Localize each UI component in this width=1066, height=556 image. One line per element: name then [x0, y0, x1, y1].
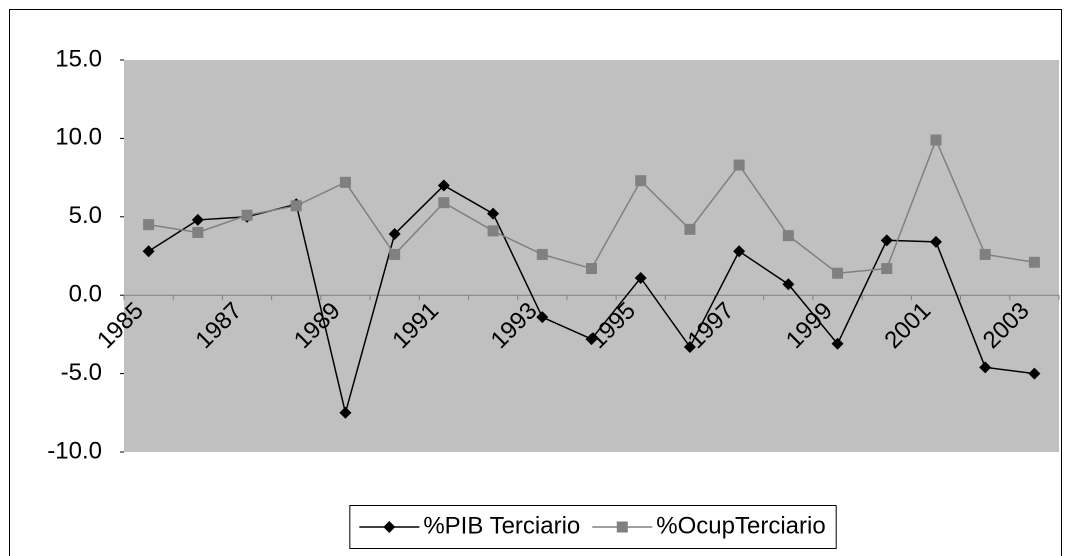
square-marker — [438, 197, 450, 209]
y-tick-label: -10.0 — [47, 437, 102, 464]
y-tick-label: -5.0 — [61, 359, 102, 386]
y-tick-label: 15.0 — [55, 45, 102, 72]
square-marker — [487, 225, 499, 237]
legend: %PIB Terciario %OcupTerciario — [349, 505, 837, 549]
square-marker — [930, 134, 942, 146]
square-marker — [616, 521, 628, 533]
diamond-marker — [191, 213, 204, 226]
y-tick-label: 0.0 — [69, 281, 102, 308]
square-marker — [1028, 256, 1040, 268]
square-marker — [881, 263, 893, 275]
square-marker — [241, 209, 253, 221]
diamond-marker — [831, 337, 844, 350]
square-marker — [979, 248, 991, 260]
square-marker — [192, 226, 204, 238]
plot-area — [124, 60, 1059, 452]
diamond-marker — [383, 521, 396, 533]
square-marker — [684, 223, 696, 235]
diamond-marker — [585, 333, 598, 346]
diamond-marker — [929, 235, 942, 248]
square-marker — [339, 176, 351, 188]
diamond-marker — [437, 179, 450, 192]
y-tick-label: 5.0 — [69, 202, 102, 229]
diamond-marker — [388, 228, 401, 241]
square-marker — [832, 267, 844, 279]
diamond-marker — [979, 361, 992, 374]
diamond-marker — [634, 271, 647, 284]
square-marker — [782, 230, 794, 242]
square-marker — [635, 175, 647, 187]
diamond-marker — [339, 406, 352, 419]
legend-label: %OcupTerciario — [656, 512, 825, 539]
y-tick-label: 10.0 — [55, 124, 102, 151]
diamond-marker — [782, 278, 795, 291]
diamond-marker — [142, 245, 155, 258]
square-marker — [389, 248, 401, 260]
square-marker — [733, 159, 745, 171]
square-marker — [290, 200, 302, 212]
square-marker — [536, 248, 548, 260]
square-marker — [586, 263, 597, 275]
diamond-marker — [487, 207, 500, 220]
diamond-marker — [880, 234, 893, 247]
legend-label: %PIB Terciario — [423, 512, 580, 539]
diamond-marker — [1028, 367, 1041, 380]
square-marker — [143, 219, 155, 231]
diamond-marker — [683, 340, 696, 353]
diamond-marker — [733, 245, 746, 258]
diamond-marker — [536, 311, 549, 324]
